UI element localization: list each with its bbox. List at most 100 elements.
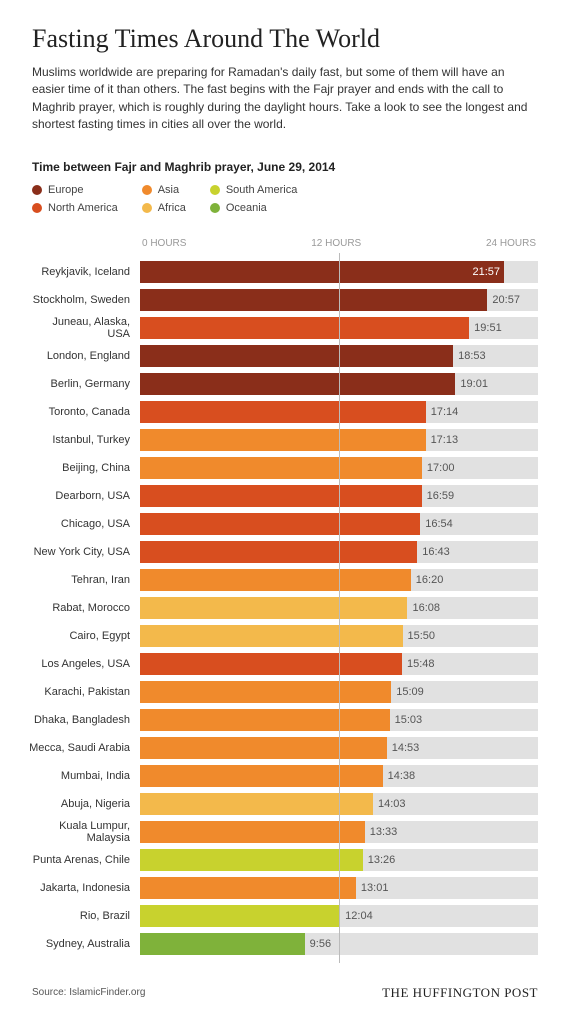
row-label: Chicago, USA <box>28 518 136 530</box>
bar-fill: 15:50 <box>140 625 403 647</box>
legend-label: South America <box>226 184 298 196</box>
row-label: Beijing, China <box>28 462 136 474</box>
legend-item: North America <box>32 202 118 214</box>
axis-label-12: 12 HOURS <box>311 238 361 249</box>
legend-label: Europe <box>48 184 83 196</box>
bar-value: 17:00 <box>422 462 455 474</box>
title: Fasting Times Around The World <box>32 24 538 54</box>
legend-label: Africa <box>158 202 186 214</box>
bar-value: 13:01 <box>356 882 389 894</box>
legend-item: Oceania <box>210 202 298 214</box>
gridline-12 <box>339 253 340 963</box>
legend-label: Asia <box>158 184 179 196</box>
row-label: Istanbul, Turkey <box>28 434 136 446</box>
bar-value: 15:03 <box>390 714 423 726</box>
bar-fill: 20:57 <box>140 289 487 311</box>
bar-fill: 17:13 <box>140 429 426 451</box>
bar-value: 16:20 <box>411 574 444 586</box>
bar-value: 16:59 <box>422 490 455 502</box>
bar-fill: 15:03 <box>140 709 390 731</box>
bar-value: 15:50 <box>403 630 436 642</box>
row-label: Dearborn, USA <box>28 490 136 502</box>
description: Muslims worldwide are preparing for Rama… <box>32 64 538 134</box>
legend-swatch <box>142 185 152 195</box>
bar-value: 14:38 <box>383 770 416 782</box>
infographic: Fasting Times Around The World Muslims w… <box>0 0 570 1021</box>
bar-fill: 12:04 <box>140 905 340 927</box>
bar-fill: 16:43 <box>140 541 417 563</box>
legend-item: South America <box>210 184 298 196</box>
row-label: Mecca, Saudi Arabia <box>28 742 136 754</box>
bar-fill: 9:56 <box>140 933 305 955</box>
legend-label: North America <box>48 202 118 214</box>
bar-fill: 16:08 <box>140 597 407 619</box>
row-label: Kuala Lumpur, Malaysia <box>28 820 136 844</box>
bar-fill: 21:57 <box>140 261 504 283</box>
bar-fill: 15:48 <box>140 653 402 675</box>
brand-text: THE HUFFINGTON POST <box>382 985 538 1001</box>
bar-value: 14:53 <box>387 742 420 754</box>
bar-value: 18:53 <box>453 350 486 362</box>
bar-fill: 17:14 <box>140 401 426 423</box>
bar-fill: 17:00 <box>140 457 422 479</box>
bar-value: 21:57 <box>472 266 500 278</box>
bar-value: 17:13 <box>426 434 459 446</box>
row-label: Berlin, Germany <box>28 378 136 390</box>
row-label: Rabat, Morocco <box>28 602 136 614</box>
row-label: Abuja, Nigeria <box>28 798 136 810</box>
bar-fill: 16:59 <box>140 485 422 507</box>
subtitle: Time between Fajr and Maghrib prayer, Ju… <box>32 160 538 174</box>
legend-swatch <box>210 203 220 213</box>
bar-value: 20:57 <box>487 294 520 306</box>
bar-fill: 19:01 <box>140 373 455 395</box>
bar-value: 16:54 <box>420 518 453 530</box>
legend: Europe North America Asia Africa South Ameri… <box>32 184 538 214</box>
bar-value: 14:03 <box>373 798 406 810</box>
chart: 0 HOURS 12 HOURS 24 HOURS Reykjavik, Ice… <box>140 238 538 957</box>
row-label: Stockholm, Sweden <box>28 294 136 306</box>
row-label: Cairo, Egypt <box>28 630 136 642</box>
bars: Reykjavik, Iceland21:57Stockholm, Sweden… <box>140 259 538 957</box>
legend-swatch <box>142 203 152 213</box>
row-label: Punta Arenas, Chile <box>28 854 136 866</box>
row-label: Rio, Brazil <box>28 910 136 922</box>
row-label: Los Angeles, USA <box>28 658 136 670</box>
row-label: Dhaka, Bangladesh <box>28 714 136 726</box>
bar-fill: 13:33 <box>140 821 365 843</box>
bar-value: 9:56 <box>305 938 331 950</box>
legend-label: Oceania <box>226 202 267 214</box>
legend-swatch <box>32 185 42 195</box>
row-label: Juneau, Alaska, USA <box>28 316 136 340</box>
bar-fill: 14:38 <box>140 765 383 787</box>
bar-value: 13:33 <box>365 826 398 838</box>
row-label: Toronto, Canada <box>28 406 136 418</box>
bar-value: 13:26 <box>363 854 396 866</box>
bar-fill: 18:53 <box>140 345 453 367</box>
bar-fill: 15:09 <box>140 681 391 703</box>
legend-item: Europe <box>32 184 118 196</box>
bar-fill: 16:54 <box>140 513 420 535</box>
bar-value: 15:48 <box>402 658 435 670</box>
footer: Source: IslamicFinder.org THE HUFFINGTON… <box>32 985 538 1001</box>
axis-label-0: 0 HOURS <box>142 238 186 249</box>
legend-item: Asia <box>142 184 186 196</box>
axis-labels: 0 HOURS 12 HOURS 24 HOURS <box>140 238 538 249</box>
legend-swatch <box>32 203 42 213</box>
bar-value: 15:09 <box>391 686 424 698</box>
row-label: Jakarta, Indonesia <box>28 882 136 894</box>
row-label: Tehran, Iran <box>28 574 136 586</box>
row-label: Sydney, Australia <box>28 938 136 950</box>
row-label: Mumbai, India <box>28 770 136 782</box>
bar-value: 16:43 <box>417 546 450 558</box>
bar-fill: 14:53 <box>140 737 387 759</box>
row-label: London, England <box>28 350 136 362</box>
bar-fill: 16:20 <box>140 569 411 591</box>
bar-fill: 13:26 <box>140 849 363 871</box>
bar-fill: 19:51 <box>140 317 469 339</box>
bar-value: 16:08 <box>407 602 440 614</box>
legend-swatch <box>210 185 220 195</box>
legend-item: Africa <box>142 202 186 214</box>
row-label: New York City, USA <box>28 546 136 558</box>
bar-value: 19:51 <box>469 322 502 334</box>
axis-label-24: 24 HOURS <box>486 238 536 249</box>
